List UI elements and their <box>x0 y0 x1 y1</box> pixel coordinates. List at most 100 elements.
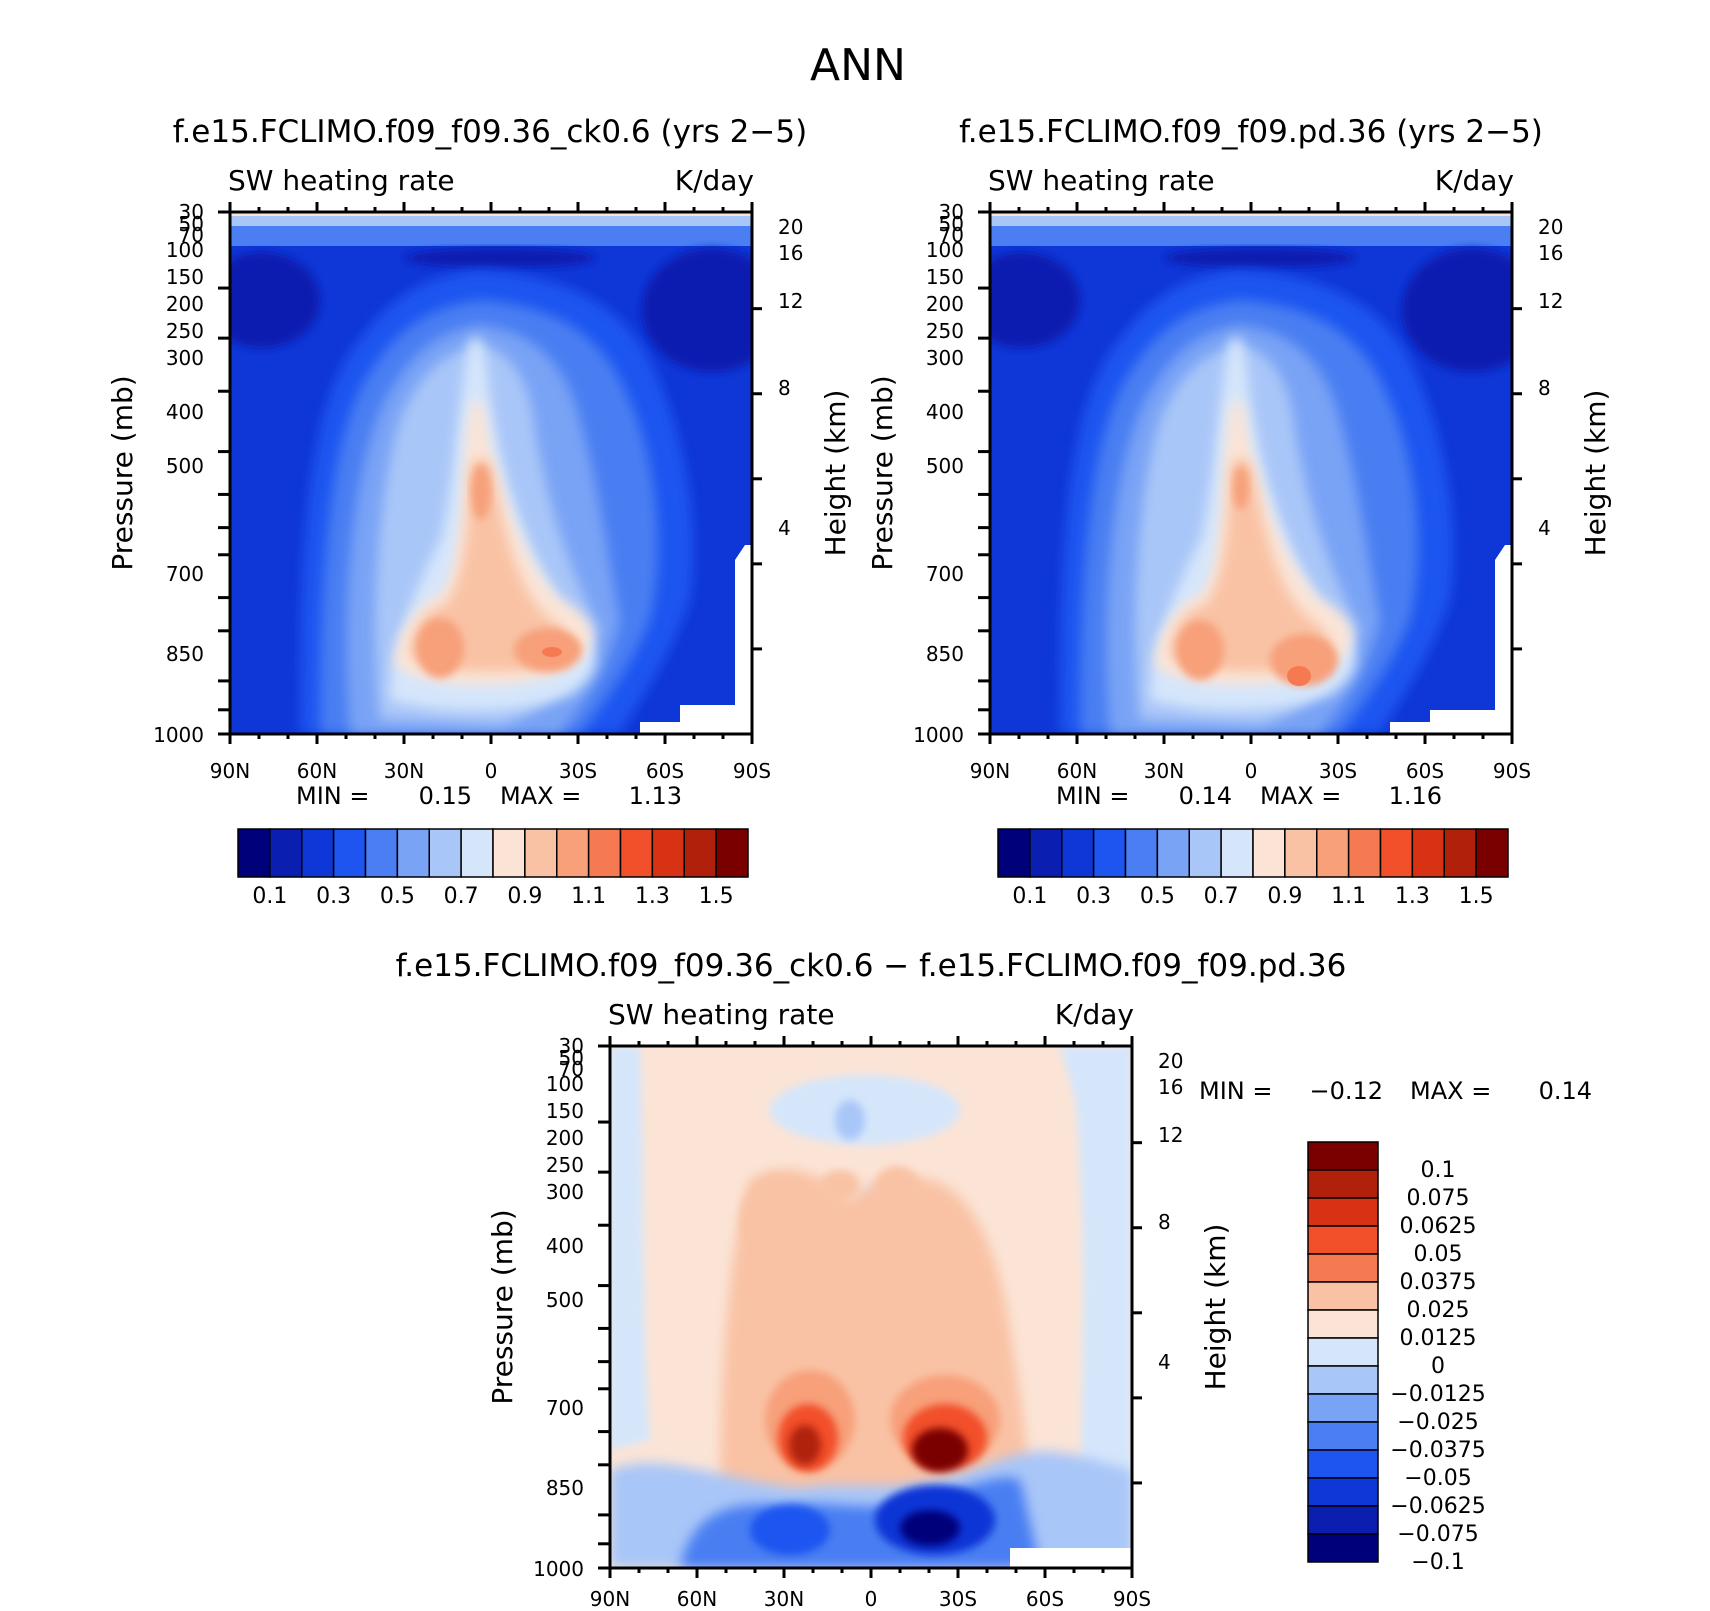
colorbar-box <box>492 828 526 878</box>
colorbar-box <box>1092 828 1127 878</box>
panel-3-min-label: MIN = <box>1199 1077 1272 1105</box>
x-tick-label: 60N <box>1057 759 1097 783</box>
x-tick-label: 90S <box>1493 759 1531 783</box>
y-tick-label: 850 <box>166 642 204 666</box>
colorbar-label: 0.3 <box>1076 884 1111 909</box>
height-tick-label: 16 <box>1158 1075 1183 1099</box>
panel-2-max-value: 1.16 <box>1389 782 1442 810</box>
height-tick-label: 8 <box>778 376 791 400</box>
colorbar-box <box>715 828 749 878</box>
y-tick-label: 150 <box>166 265 204 289</box>
x-tick-label: 60S <box>1406 759 1444 783</box>
panel-2-y-tick-labels: 30 50 70 100 150 200 250 300 400 500 700… <box>913 200 964 747</box>
contour-max <box>542 647 562 657</box>
colorbar-label: 0.025 <box>1407 1298 1470 1323</box>
colorbar-box <box>524 828 558 878</box>
x-tick-label: 60N <box>677 1587 717 1611</box>
colorbar-box <box>1307 1197 1379 1227</box>
contour-neg-left-strip <box>610 1046 650 1450</box>
colorbar-box <box>1347 828 1382 878</box>
contour-top-edge <box>230 212 752 216</box>
y-tick-label: 150 <box>926 265 964 289</box>
missing-data-region <box>640 545 752 734</box>
colorbar-label: 0.1 <box>1012 884 1047 909</box>
x-tick-label: 60N <box>297 759 337 783</box>
x-tick-label: 30S <box>1319 759 1357 783</box>
colorbar-box <box>683 828 717 878</box>
panel-2-right-label: K/day <box>1435 164 1514 197</box>
colorbar-box <box>1307 1449 1379 1479</box>
y-tick-label: 250 <box>926 319 964 343</box>
x-tick-label: 90S <box>733 759 771 783</box>
colorbar-box <box>1307 1421 1379 1451</box>
panel-2-title: f.e15.FCLIMO.f09_f09.pd.36 (yrs 2−5) <box>959 114 1543 150</box>
colorbar-box <box>1307 1225 1379 1255</box>
missing-data-region <box>1010 1548 1132 1568</box>
height-tick-label: 20 <box>1158 1049 1183 1073</box>
panel-1-colorbar <box>237 828 749 878</box>
y-tick-label: 70 <box>939 223 964 247</box>
height-tick-label: 20 <box>1538 215 1563 239</box>
panel-3-y-axis-label: Pressure (mb) <box>486 1209 519 1404</box>
panel-3-x-tick-labels: 90N 60N 30N 0 30S 60S 90S <box>590 1587 1151 1611</box>
colorbar-box <box>619 828 654 878</box>
height-tick-label: 16 <box>778 241 803 265</box>
panel-2-min-label: MIN = <box>1056 782 1129 810</box>
height-tick-label: 4 <box>1158 1350 1171 1374</box>
panel-2-max-label: MAX = <box>1260 782 1341 810</box>
contour-pos-upper-left <box>740 1175 820 1265</box>
panel-3-min-value: −0.12 <box>1309 1077 1383 1105</box>
contour-max <box>1287 666 1311 686</box>
colorbar-label: −0.0125 <box>1390 1382 1485 1407</box>
colorbar-label: −0.1 <box>1411 1550 1464 1575</box>
colorbar-box <box>1307 1281 1379 1311</box>
y-tick-label: 100 <box>926 238 964 262</box>
colorbar-label: −0.0625 <box>1390 1494 1485 1519</box>
colorbar-label: −0.075 <box>1397 1522 1478 1547</box>
y-tick-label: 70 <box>559 1057 584 1081</box>
missing-data-region <box>1390 545 1512 734</box>
panel-1-right-label: K/day <box>675 164 754 197</box>
panel-1-min-label: MIN = <box>296 782 369 810</box>
panel-2-height-axis-label: Height (km) <box>1579 390 1612 557</box>
colorbar-label: 0.7 <box>1204 884 1239 909</box>
contour-dark-left <box>230 252 320 348</box>
height-tick-label: 12 <box>778 289 803 313</box>
colorbar-label: 0.0125 <box>1400 1326 1477 1351</box>
y-tick-label: 500 <box>926 454 964 478</box>
panel-3-ticks <box>598 1036 1142 1578</box>
y-tick-label: 50 <box>939 212 964 236</box>
colorbar-label: 0.1 <box>252 884 287 909</box>
x-tick-label: 90N <box>970 759 1010 783</box>
colorbar-box <box>1307 1253 1379 1283</box>
x-tick-label: 30N <box>764 1587 804 1611</box>
colorbar-label: 1.5 <box>1459 884 1494 909</box>
colorbar-box <box>1379 828 1414 878</box>
y-tick-label: 400 <box>166 400 204 424</box>
y-tick-label: 1000 <box>533 1557 584 1581</box>
colorbar-box <box>1411 828 1445 878</box>
y-tick-label: 200 <box>926 292 964 316</box>
colorbar-box <box>1475 828 1509 878</box>
colorbar-label: 0.9 <box>507 884 542 909</box>
contour-dark-top <box>405 248 595 268</box>
y-tick-label: 100 <box>166 238 204 262</box>
y-tick-label: 300 <box>926 346 964 370</box>
panel-2-y-axis-label: Pressure (mb) <box>866 375 899 570</box>
colorbar-box <box>651 828 685 878</box>
height-tick-label: 16 <box>1538 241 1563 265</box>
panel-2-left-label: SW heating rate <box>988 164 1215 197</box>
contour-level-1.0 <box>410 457 571 672</box>
contour-pos-max-right <box>912 1428 968 1472</box>
colorbar-label: −0.0375 <box>1390 1438 1485 1463</box>
colorbar-box <box>301 828 335 878</box>
colorbar-box <box>396 828 430 878</box>
panel-3-contour-field <box>610 1046 1132 1568</box>
panel-2-contour-field <box>990 212 1512 734</box>
height-tick-label: 4 <box>1538 516 1551 540</box>
y-tick-label: 50 <box>559 1046 584 1070</box>
x-tick-label: 60S <box>1026 1587 1064 1611</box>
y-tick-label: 1000 <box>153 723 204 747</box>
panel-1-colorbar-labels: 0.1 0.3 0.5 0.7 0.9 1.1 1.3 1.5 <box>252 884 733 909</box>
